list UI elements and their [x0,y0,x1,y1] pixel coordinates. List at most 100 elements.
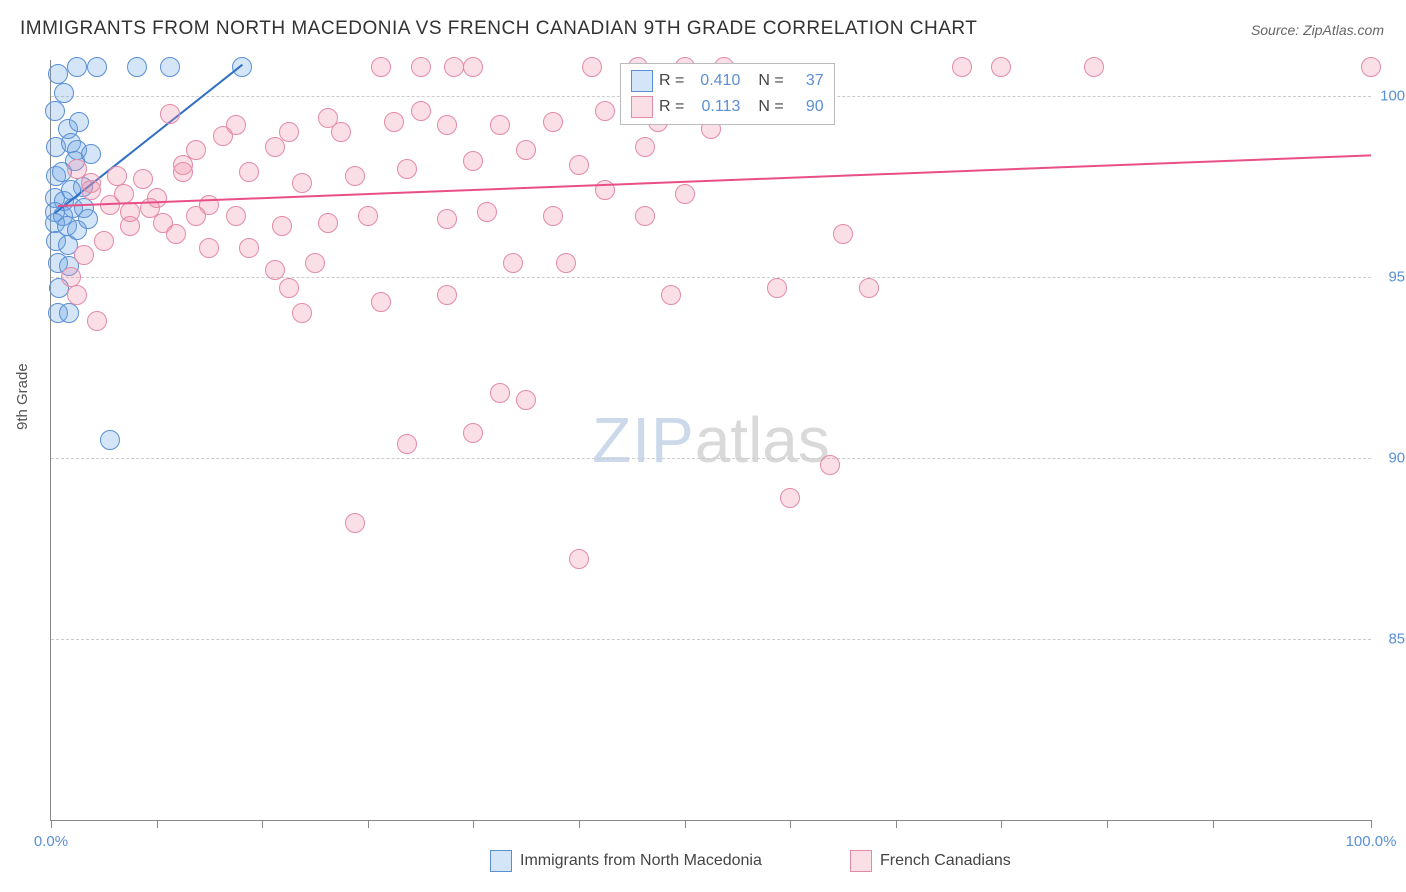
data-point [67,57,87,77]
data-point [305,253,325,273]
chart-title: IMMIGRANTS FROM NORTH MACEDONIA VS FRENC… [20,18,977,40]
y-axis-label: 9th Grade [14,363,31,430]
legend-r-value: 0.113 [690,98,740,116]
legend-r-value: 0.410 [690,72,740,90]
plot-area: ZIPatlas 85.0%90.0%95.0%100.0%0.0%100.0% [50,60,1371,821]
data-point [569,549,589,569]
source-attribution: Source: ZipAtlas.com [1251,22,1384,38]
data-point [87,57,107,77]
data-point [543,112,563,132]
data-point [820,455,840,475]
data-point [74,245,94,265]
data-point [114,184,134,204]
data-point [358,206,378,226]
data-point [127,57,147,77]
y-tick-label: 100.0% [1376,88,1406,105]
data-point [661,285,681,305]
legend-series-label: Immigrants from North Macedonia [520,852,762,870]
x-tick [157,820,158,828]
bottom-legend-series-1: Immigrants from North Macedonia [490,850,762,872]
data-point [490,115,510,135]
data-point [569,155,589,175]
data-point [239,162,259,182]
x-tick [1107,820,1108,828]
data-point [952,57,972,77]
data-point [635,137,655,157]
data-point [292,303,312,323]
data-point [160,104,180,124]
legend-swatch [631,70,653,92]
data-point [94,231,114,251]
legend-r-label: R = [659,72,684,90]
data-point [226,206,246,226]
data-point [437,115,457,135]
data-point [397,159,417,179]
x-tick [473,820,474,828]
data-point [477,202,497,222]
data-point [265,260,285,280]
data-point [120,202,140,222]
legend-n-label: N = [758,72,783,90]
data-point [173,162,193,182]
data-point [1361,57,1381,77]
data-point [345,166,365,186]
gridline [51,277,1371,278]
data-point [318,213,338,233]
data-point [595,101,615,121]
data-point [371,57,391,77]
x-tick [579,820,580,828]
data-point [463,57,483,77]
data-point [991,57,1011,77]
data-point [635,206,655,226]
data-point [503,253,523,273]
x-tick-label: 100.0% [1346,833,1397,850]
x-tick-label: 0.0% [34,833,68,850]
legend-swatch [850,850,872,872]
data-point [556,253,576,273]
gridline [51,639,1371,640]
data-point [859,278,879,298]
data-point [107,166,127,186]
watermark-zip: ZIP [592,404,695,476]
data-point [411,57,431,77]
legend-n-label: N = [758,98,783,116]
legend-n-value: 37 [790,72,824,90]
data-point [81,173,101,193]
data-point [186,206,206,226]
data-point [87,311,107,331]
correlation-legend: R =0.410N =37R =0.113N =90 [620,63,835,125]
data-point [166,224,186,244]
data-point [1084,57,1104,77]
legend-row: R =0.113N =90 [631,94,824,120]
data-point [463,423,483,443]
data-point [397,434,417,454]
data-point [45,101,65,121]
data-point [272,216,292,236]
data-point [516,140,536,160]
watermark-atlas: atlas [695,404,830,476]
data-point [78,209,98,229]
data-point [437,285,457,305]
legend-row: R = 0.410 N = 37 [631,68,824,94]
data-point [675,184,695,204]
legend-swatch [490,850,512,872]
data-point [61,180,81,200]
bottom-legend-series-2: French Canadians [850,850,1011,872]
x-tick [51,820,52,828]
data-point [54,83,74,103]
x-tick [368,820,369,828]
data-point [463,151,483,171]
data-point [279,122,299,142]
data-point [833,224,853,244]
x-tick [790,820,791,828]
data-point [345,513,365,533]
data-point [100,430,120,450]
data-point [239,238,259,258]
data-point [67,285,87,305]
data-point [226,115,246,135]
data-point [780,488,800,508]
x-tick [1213,820,1214,828]
data-point [160,57,180,77]
data-point [384,112,404,132]
data-point [199,238,219,258]
